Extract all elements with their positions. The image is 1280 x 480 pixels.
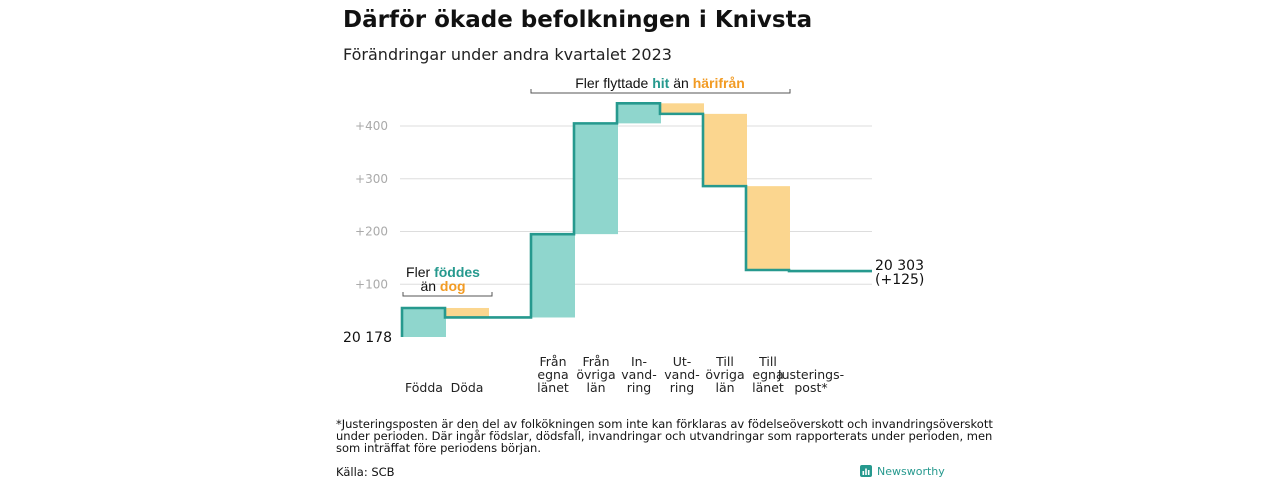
x-tick-label: Till bbox=[758, 354, 777, 369]
x-tick-label: egna bbox=[752, 367, 783, 382]
y-axis: +100 +200 +300 +400 bbox=[355, 119, 388, 291]
footnote-line-1: *Justeringsposten är den del av folkökni… bbox=[336, 417, 993, 431]
y-tick-label: +100 bbox=[355, 277, 388, 291]
bar-döda bbox=[445, 307, 489, 318]
footnote-line-2: under perioden. Där ingår födslar, dödsf… bbox=[336, 429, 992, 443]
births-annotation: Fler föddes än dog bbox=[402, 264, 493, 297]
cumulative-line bbox=[400, 102, 872, 337]
births-annotation-line1: Fler föddes bbox=[406, 264, 480, 280]
source-label: Källa: SCB bbox=[336, 465, 395, 479]
end-change-label: (+125) bbox=[875, 272, 924, 288]
x-tick-label: länet bbox=[537, 380, 569, 395]
y-tick-label: +200 bbox=[355, 225, 388, 239]
x-axis: Födda DödaFrånegnalänetFrånövrigalänIn-va… bbox=[405, 354, 844, 395]
x-tick-label: Från bbox=[539, 354, 566, 369]
bar-tillegnalänet bbox=[746, 186, 790, 271]
newsworthy-logo: Newsworthy bbox=[860, 465, 945, 478]
chart-subtitle: Förändringar under andra kvartalet 2023 bbox=[343, 45, 672, 64]
y-tick-label: +300 bbox=[355, 172, 388, 186]
chart-title: Därför ökade befolkningen i Knivsta bbox=[343, 7, 812, 33]
migration-annotation-text: Fler flyttade hit än härifrån bbox=[575, 75, 745, 91]
x-tick-label: Döda bbox=[451, 380, 484, 395]
x-tick-label: In- bbox=[631, 354, 647, 369]
end-value-label: 20 303 bbox=[875, 258, 924, 274]
bars bbox=[402, 103, 790, 337]
bar-födda bbox=[402, 307, 446, 337]
migration-annotation: Fler flyttade hit än härifrån bbox=[530, 75, 791, 94]
x-tick-label: Från bbox=[582, 354, 609, 369]
x-tick-label: länet bbox=[752, 380, 784, 395]
newsworthy-logo-text: Newsworthy bbox=[877, 465, 945, 478]
start-value-label: 20 178 bbox=[343, 330, 392, 346]
x-tick-label: län bbox=[586, 380, 605, 395]
x-tick-label: vand- bbox=[664, 367, 699, 382]
x-tick-label: övriga bbox=[576, 367, 615, 382]
footnote-line-3: som inträffat före periodens början. bbox=[336, 441, 541, 455]
x-tick-label: Födda bbox=[405, 380, 443, 395]
x-tick-label: Justerings- bbox=[777, 367, 844, 382]
y-tick-label: +400 bbox=[355, 119, 388, 133]
x-tick-label: egna bbox=[537, 367, 568, 382]
bar-invandring bbox=[617, 103, 661, 124]
bar-utvandring bbox=[660, 103, 704, 114]
x-tick-label: ring bbox=[670, 380, 694, 395]
births-bracket bbox=[402, 292, 493, 297]
x-tick-label: vand- bbox=[621, 367, 656, 382]
x-tick-label: län bbox=[715, 380, 734, 395]
x-tick-label: övriga bbox=[705, 367, 744, 382]
bar-frånegnalänet bbox=[531, 234, 575, 318]
bar-tillövrigalän bbox=[703, 113, 747, 187]
births-annotation-line2: än dog bbox=[420, 278, 465, 294]
x-tick-label: Till bbox=[715, 354, 734, 369]
x-tick-label: Ut- bbox=[673, 354, 692, 369]
step-line bbox=[400, 102, 872, 337]
bar-frånövrigalän bbox=[574, 123, 618, 235]
x-tick-label: post* bbox=[794, 380, 827, 395]
x-tick-label: ring bbox=[627, 380, 651, 395]
gridlines bbox=[400, 125, 872, 285]
migration-bracket bbox=[530, 89, 791, 94]
